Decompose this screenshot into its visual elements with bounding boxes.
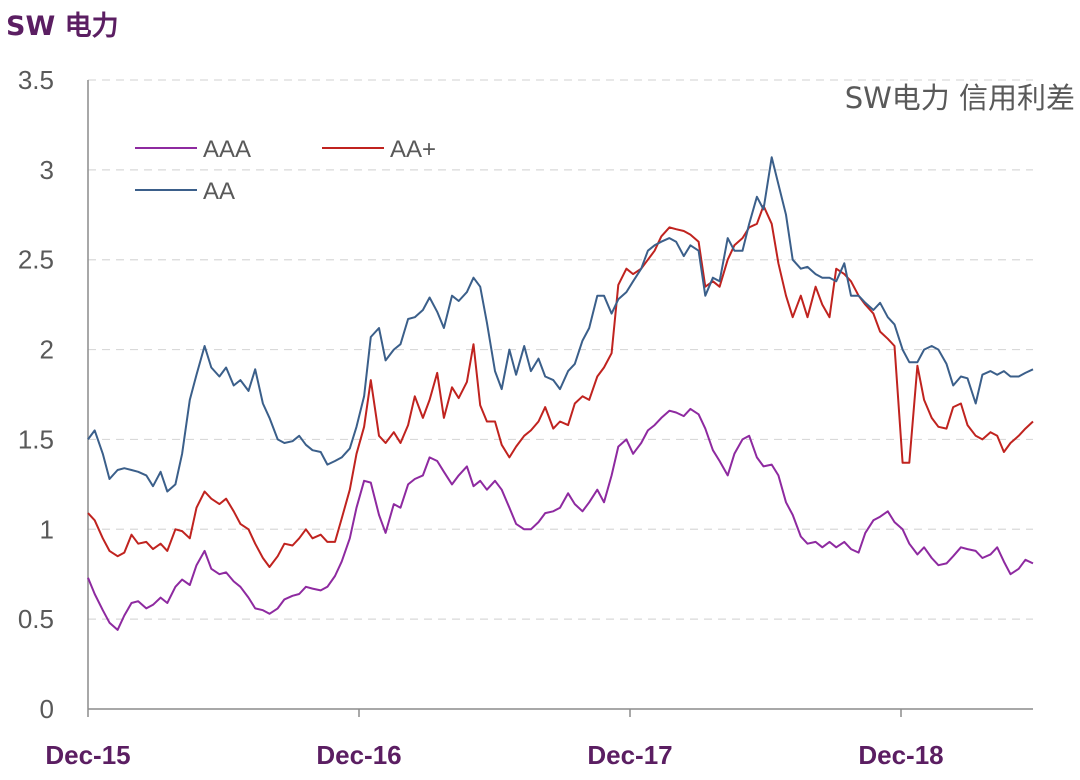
legend: AAA AA+ AA	[135, 136, 436, 205]
legend-label: AA	[203, 178, 235, 205]
x-tick-label: Dec-17	[587, 740, 672, 770]
x-tick-label: Dec-15	[45, 740, 130, 770]
grid-lines	[88, 79, 1033, 620]
chart-title: SW电力 信用利差	[845, 81, 1075, 115]
y-tick-label: 3.5	[18, 65, 54, 95]
series-lines	[87, 156, 1034, 631]
x-tick-label: Dec-18	[858, 740, 943, 770]
y-tick-label: 1	[40, 514, 54, 544]
page-title: SW 电力	[6, 11, 119, 42]
y-tick-label: 0	[40, 694, 54, 724]
x-tick-label: Dec-16	[316, 740, 401, 770]
axes: 0 0.5 1 1.5 2 2.5 3 3.5 Dec-15 Dec-16 Dec-17 Dec-18	[18, 65, 1033, 770]
series-line-aa	[87, 156, 1034, 493]
y-tick-label: 2.5	[18, 245, 54, 275]
legend-label: AA+	[390, 136, 436, 163]
y-tick-label: 0.5	[18, 604, 54, 634]
y-tick-label: 3	[40, 155, 54, 185]
y-tick-label: 2	[40, 335, 54, 365]
series-line-aa-plus	[87, 204, 1034, 568]
series-line-aaa	[87, 407, 1034, 631]
legend-label: AAA	[203, 136, 251, 163]
y-tick-label: 1.5	[18, 424, 54, 454]
